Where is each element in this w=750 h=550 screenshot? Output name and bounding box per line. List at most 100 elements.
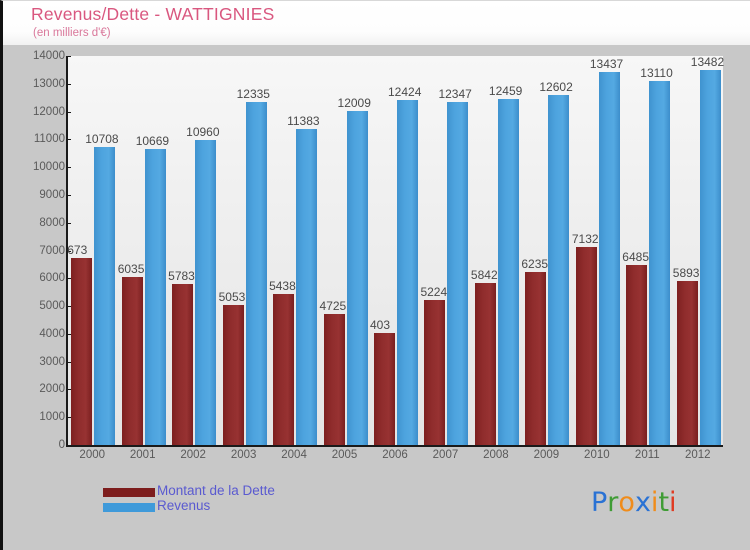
y-tick-label: 11000 [33,133,65,146]
bar-value-label-revenus: 12009 [337,96,371,111]
page-subtitle: (en milliers d'€) [33,27,111,39]
bar-revenus[interactable] [649,80,671,445]
bar-value-label-debt: 5438 [269,278,296,293]
y-tick-label: 5000 [39,300,65,313]
bar-revenus[interactable] [346,111,368,445]
y-tick-mark [66,56,71,57]
y-tick-label: 8000 [39,216,65,229]
legend-swatch-debt [103,488,155,497]
x-tick-label: 2003 [230,449,257,461]
x-tick-label: 2004 [281,449,307,461]
legend-item-debt: Montant de la Dette [103,483,403,500]
plot-area: 0 1000 2000 3000 4000 5000 6000 7000 8000 9000 100… [3,45,750,473]
chart-header: Revenus/Dette - WATTIGNIES (en milliers … [3,1,750,45]
bar-value-label-debt: 673 [67,242,88,257]
x-tick-label: 2002 [180,449,206,461]
logo-letter: x [634,487,651,518]
y-tick-label: 12000 [33,105,65,118]
bar-value-label-debt: 4725 [319,298,347,313]
bar-debt[interactable] [575,246,597,445]
bar-revenus[interactable] [296,128,318,445]
y-tick-label: 3000 [39,355,65,368]
bar-value-label-revenus: 13437 [589,56,624,71]
y-tick-mark [66,83,71,85]
bar-debt[interactable] [374,332,395,445]
page-title: Revenus/Dette - WATTIGNIES [31,4,275,24]
bar-debt[interactable] [676,281,698,445]
logo-letter: o [618,487,635,518]
x-tick-label: 2000 [79,449,106,461]
legend-label-debt: Montant de la Dette [157,483,275,498]
bar-value-label-revenus: 12335 [236,87,270,102]
bar-debt[interactable] [121,277,143,445]
bar-debt[interactable] [273,293,295,445]
bar-series-container: 673 10708 6035 10669 5783 10960 5053 12335 5438 1… [67,55,724,445]
y-tick-label: 0 [58,439,65,451]
bar-debt[interactable] [474,282,496,445]
y-tick-label: 4000 [39,327,65,340]
y-tick-label: 9000 [39,188,65,201]
bar-revenus[interactable] [548,94,570,445]
y-tick-mark [66,194,71,196]
y-tick-mark [66,278,71,280]
y-tick-mark [66,222,71,224]
legend-swatch-revenus [103,503,155,512]
bar-debt[interactable] [626,264,648,445]
bar-value-label-revenus: 12347 [438,86,472,101]
bar-value-label-debt: 6235 [521,256,549,271]
bar-revenus[interactable] [245,102,267,445]
y-tick-label: 14000 [33,50,65,62]
y-tick-mark [66,306,71,308]
bar-value-label-revenus: 13110 [640,65,673,80]
proxiti-logo: Proxiti [591,487,677,518]
bar-revenus[interactable] [447,101,469,445]
bar-debt[interactable] [424,299,446,445]
bar-value-label-debt: 7132 [571,231,599,246]
y-tick-mark [66,139,71,141]
y-tick-mark [66,361,71,363]
bar-value-label-revenus: 12459 [488,83,523,98]
y-tick-label: 13000 [33,77,65,90]
legend-label-revenus: Revenus [157,498,211,513]
bar-revenus[interactable] [195,140,217,445]
x-tick-label: 2006 [382,449,408,461]
bar-value-label-revenus: 10960 [186,125,220,140]
bar-value-label-debt: 5783 [168,269,195,284]
bar-value-label-revenus: 11383 [287,113,320,128]
logo-letter: t [658,487,670,518]
y-tick-label: 1000 [39,411,65,424]
y-tick-mark [66,333,71,335]
bar-revenus[interactable] [144,148,166,445]
bar-value-label-debt: 403 [370,317,391,332]
x-axis-ticks: 2000 2001 2002 2003 2004 2005 2006 2007 2008 2009… [67,449,723,471]
x-tick-label: 2010 [584,449,610,461]
x-tick-label: 2005 [331,449,358,461]
bar-debt[interactable] [172,284,194,445]
bar-debt[interactable] [222,304,244,445]
bar-debt[interactable] [71,257,93,445]
legend-item-revenus: Revenus [103,498,403,515]
bar-debt[interactable] [323,313,345,445]
x-axis-line [66,445,723,447]
bar-revenus[interactable] [94,147,116,445]
bar-debt[interactable] [525,271,547,445]
bar-value-label-debt: 5842 [470,267,498,282]
bar-revenus[interactable] [699,70,721,445]
y-tick-mark [66,389,71,391]
y-tick-label: 2000 [39,383,65,396]
bar-value-label-debt: 6035 [117,262,145,277]
y-axis-ticks: 0 1000 2000 3000 4000 5000 6000 7000 8000 9000 100… [3,45,71,473]
bar-value-label-debt: 6485 [622,249,649,264]
y-tick-label: 10000 [33,161,65,174]
bar-revenus[interactable] [397,99,418,445]
chart-legend: Montant de la Dette Revenus [103,483,403,515]
bar-value-label-debt: 5053 [218,289,246,304]
x-tick-label: 2007 [432,449,459,461]
bar-revenus[interactable] [497,98,519,445]
y-tick-mark [66,417,71,419]
bar-revenus[interactable] [598,71,620,445]
y-tick-mark [66,445,71,446]
x-tick-label: 2001 [129,449,156,461]
bar-value-label-revenus: 10708 [85,132,119,147]
